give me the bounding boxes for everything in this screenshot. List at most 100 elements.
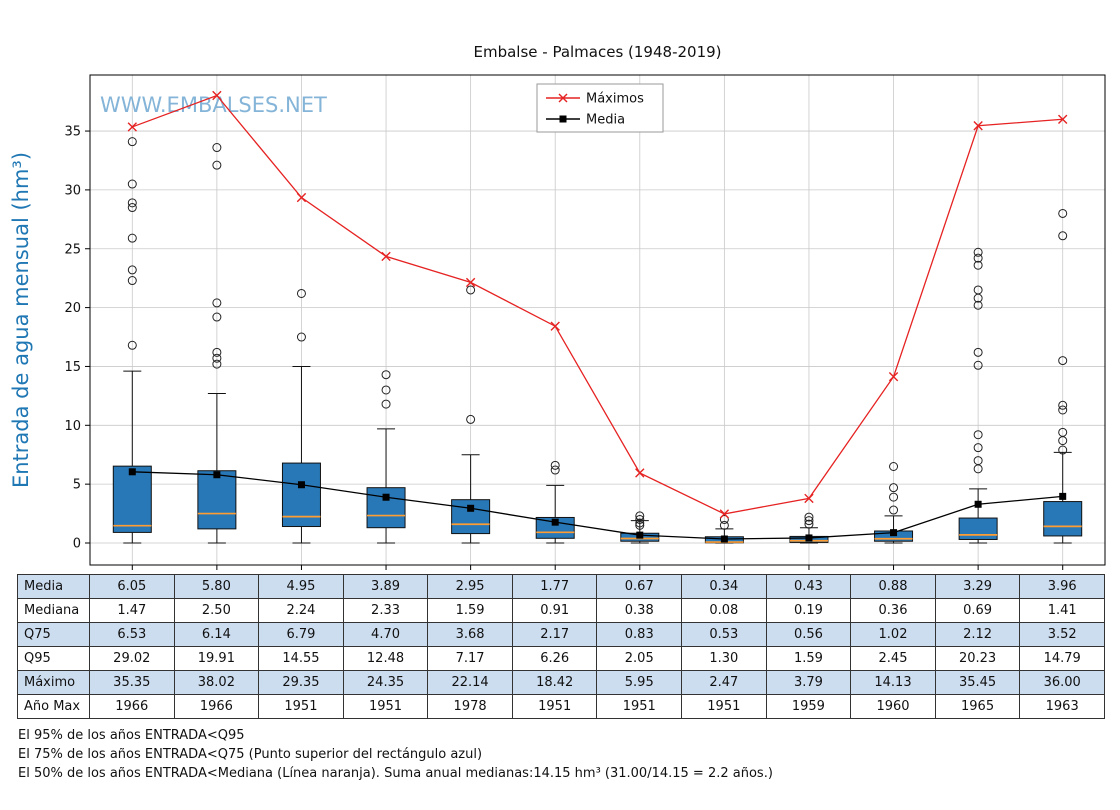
- chart-title: Embalse - Palmaces (1948-2019): [473, 43, 721, 61]
- stat-cell: 29.35: [258, 670, 344, 695]
- maximos-line: [127, 90, 1068, 519]
- stat-cell: 1966: [89, 694, 175, 719]
- stat-cell: 0.67: [596, 574, 683, 599]
- stat-cell: 1.02: [850, 622, 936, 647]
- stat-cell: 2.95: [427, 574, 513, 599]
- stat-cell: 0.69: [934, 598, 1021, 623]
- plot-border: [89, 74, 1106, 566]
- stat-cell: 2.24: [258, 598, 344, 623]
- box-enero: [112, 465, 152, 533]
- table-row: Mediana 1.47 2.50 2.24 2.33 1.59 0.91 0.38 0.08 0…: [17, 598, 1105, 623]
- footnote-q95: El 95% de los años ENTRADA<Q95: [18, 728, 245, 743]
- stat-cell: 14.79: [1019, 646, 1105, 671]
- stat-cell: 19.91: [173, 646, 260, 671]
- stat-cell: 24.35: [342, 670, 429, 695]
- stat-cell: 5.95: [596, 670, 683, 695]
- stat-cell: 1.59: [765, 646, 852, 671]
- chart-area: WWW.EMBALSES.NET05101520253035EneroFebre…: [9, 43, 1106, 589]
- row-label-cell: Máximo: [17, 670, 90, 695]
- stat-cell: 4.95: [258, 574, 344, 599]
- stat-cell: 14.13: [850, 670, 936, 695]
- svg-text:25: 25: [64, 242, 81, 257]
- footnote-q75: El 75% de los años ENTRADA<Q75 (Punto su…: [18, 746, 483, 762]
- stat-cell: 1965: [934, 694, 1021, 719]
- stat-cell: 1951: [681, 694, 767, 719]
- stat-cell: 0.53: [681, 622, 767, 647]
- stat-cell: 1959: [765, 694, 852, 719]
- y-axis-label: Entrada de agua mensual (hm³): [9, 152, 33, 488]
- stat-cell: 1978: [427, 694, 513, 719]
- box-noviembre: [958, 517, 998, 540]
- stat-cell: 1966: [173, 694, 260, 719]
- stat-cell: 6.53: [89, 622, 175, 647]
- stat-cell: 3.79: [765, 670, 852, 695]
- stat-cell: 2.50: [173, 598, 260, 623]
- stats-table: Media 6.05 5.80 4.95 3.89 2.95 1.77 0.67 0.34 0.4…: [17, 574, 1105, 719]
- stat-cell: 1.47: [89, 598, 175, 623]
- svg-text:5: 5: [73, 478, 81, 493]
- stat-cell: 12.48: [342, 646, 429, 671]
- footnote-mediana: El 50% de los años ENTRADA<Mediana (Líne…: [18, 765, 773, 781]
- stat-cell: 36.00: [1019, 670, 1105, 695]
- row-label-cell: Media: [17, 574, 90, 599]
- stat-cell: 22.14: [427, 670, 513, 695]
- stat-cell: 2.17: [511, 622, 598, 647]
- svg-text:10: 10: [64, 419, 81, 434]
- stat-cell: 3.29: [934, 574, 1021, 599]
- table-row: Máximo 35.35 38.02 29.35 24.35 22.14 18.42 5.95…: [17, 670, 1105, 695]
- stat-cell: 3.52: [1019, 622, 1105, 647]
- stat-cell: 7.17: [427, 646, 513, 671]
- stat-cell: 3.96: [1019, 574, 1105, 599]
- svg-text:Embalse - Palmaces (1948-2019): Embalse - Palmaces (1948-2019): [473, 43, 721, 61]
- stat-cell: 2.33: [342, 598, 429, 623]
- outlier-points: [127, 137, 1068, 530]
- stat-cell: 6.14: [173, 622, 260, 647]
- stat-cell: 3.89: [342, 574, 429, 599]
- stat-cell: 5.80: [173, 574, 260, 599]
- stat-cell: 1951: [342, 694, 429, 719]
- row-label-cell: Q95: [17, 646, 90, 671]
- stat-cell: 3.68: [427, 622, 513, 647]
- svg-text:Entrada de agua mensual (hm³): Entrada de agua mensual (hm³): [9, 152, 33, 488]
- stat-cell: 1951: [258, 694, 344, 719]
- stat-cell: 1951: [511, 694, 598, 719]
- stat-cell: 0.34: [681, 574, 767, 599]
- svg-text:Media: Media: [586, 113, 625, 128]
- stat-cell: 35.45: [934, 670, 1021, 695]
- stat-cell: 2.47: [681, 670, 767, 695]
- row-label-cell: Mediana: [17, 598, 90, 623]
- table-row: Q75 6.53 6.14 6.79 4.70 3.68 2.17 0.83 0.53 0.56 1…: [17, 622, 1105, 647]
- stat-cell: 20.23: [934, 646, 1021, 671]
- row-label-cell: Año Max: [17, 694, 90, 719]
- table-row: Q95 29.02 19.91 14.55 12.48 7.17 6.26 2.05 1.30 1…: [17, 646, 1105, 671]
- stat-cell: 29.02: [89, 646, 175, 671]
- footnotes: El 95% de los años ENTRADA<Q95 El 75% de…: [18, 727, 1120, 784]
- stat-cell: 6.05: [89, 574, 175, 599]
- svg-text:30: 30: [64, 183, 81, 198]
- box-febrero: [197, 470, 237, 530]
- stat-cell: 1960: [850, 694, 936, 719]
- box-diciembre: [1043, 501, 1083, 537]
- stat-cell: 1.77: [511, 574, 598, 599]
- grid-lines: [90, 75, 1105, 565]
- svg-text:15: 15: [64, 360, 81, 375]
- stat-cell: 2.45: [850, 646, 936, 671]
- stat-cell: 0.91: [511, 598, 598, 623]
- svg-text:20: 20: [64, 301, 81, 316]
- stat-cell: 1951: [596, 694, 683, 719]
- box-mayo: [451, 499, 491, 535]
- y-axis: 0 5 10 15 20 25 30 35: [64, 125, 90, 552]
- table-row: Año Max 1966 1966 1951 1951 1978 1951 1951 1951 1…: [17, 694, 1105, 719]
- stat-cell: 1.30: [681, 646, 767, 671]
- x-axis: EneroFebreroMarzoAbrilMayoJunioJulioAgos…: [114, 565, 1096, 589]
- stat-cell: 6.79: [258, 622, 344, 647]
- stat-cell: 1.59: [427, 598, 513, 623]
- svg-text:Máximos: Máximos: [586, 92, 644, 107]
- table-row: Media 6.05 5.80 4.95 3.89 2.95 1.77 0.67 0.34 0.4…: [17, 574, 1105, 599]
- stat-cell: 0.08: [681, 598, 767, 623]
- stat-cell: 14.55: [258, 646, 344, 671]
- stat-cell: 0.36: [850, 598, 936, 623]
- stat-cell: 4.70: [342, 622, 429, 647]
- svg-text:35: 35: [64, 125, 81, 140]
- stat-cell: 35.35: [89, 670, 175, 695]
